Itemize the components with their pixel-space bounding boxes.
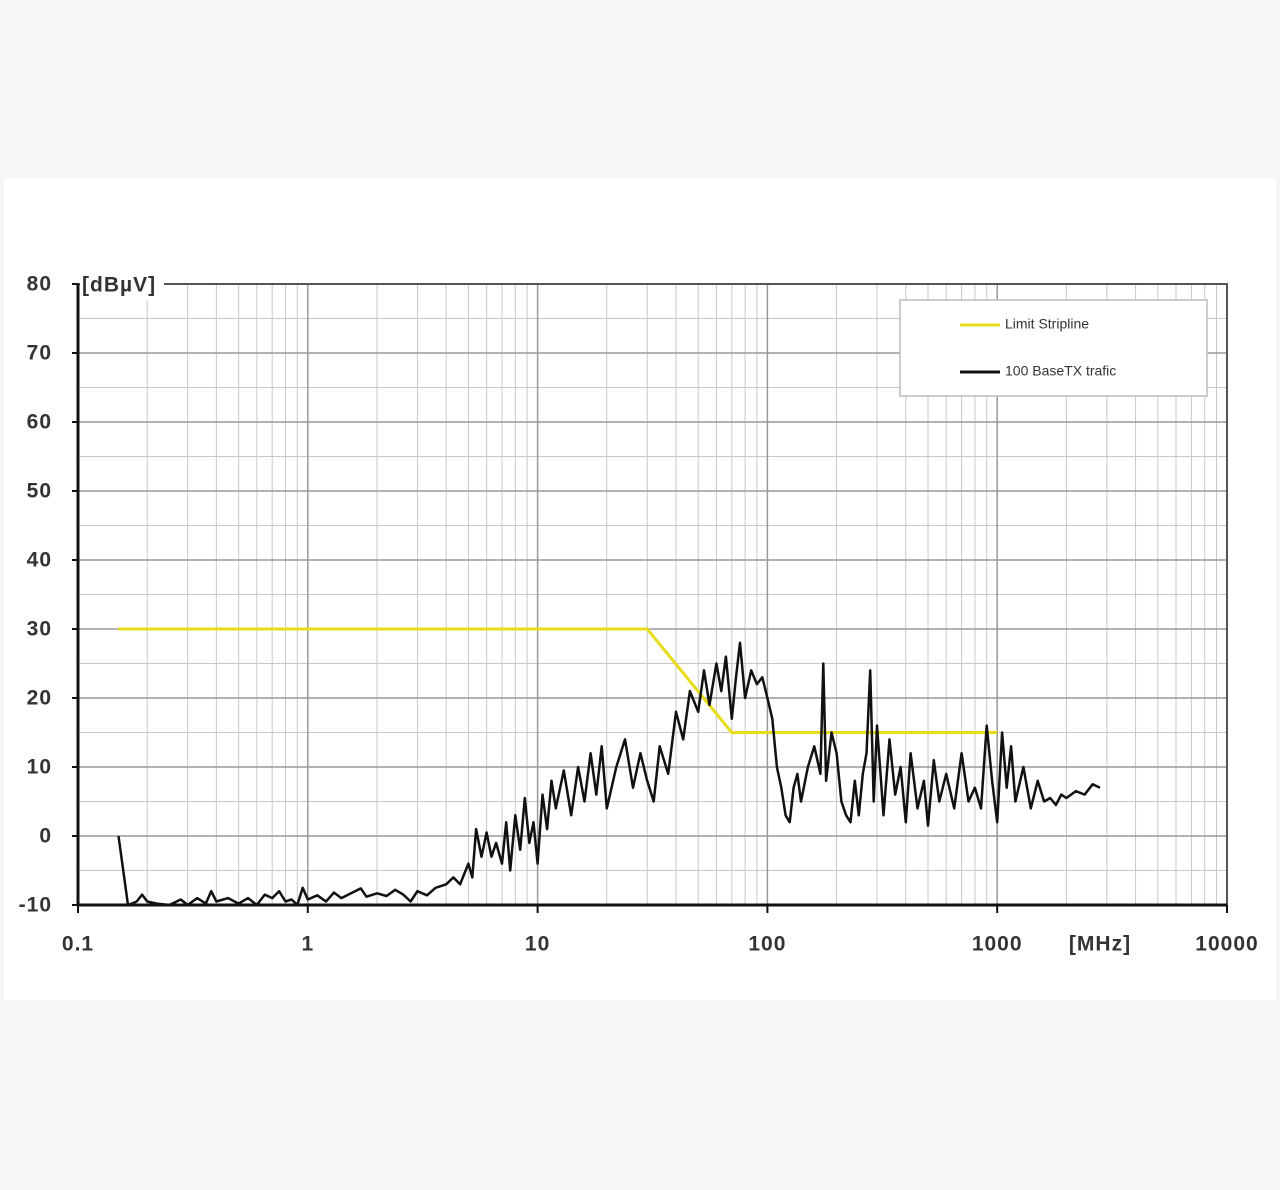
- y-label-bg: [80, 270, 164, 300]
- x-tick-label: 100: [748, 933, 786, 956]
- x-tick-label: 10000: [1195, 933, 1258, 956]
- data-line: [118, 627, 998, 734]
- grid: [77, 283, 1228, 906]
- y-tick-label: 60: [27, 411, 52, 434]
- y-tick-label: 80: [27, 273, 52, 296]
- x-axis-label: [MHz]: [1069, 933, 1131, 956]
- x-tick-label: 1000: [972, 933, 1023, 956]
- x-tick-label: 1: [301, 933, 314, 956]
- data-line: [117, 641, 1101, 907]
- x-tick-label: 10: [525, 933, 550, 956]
- legend-label: Limit Stripline: [1005, 316, 1089, 332]
- y-tick-label: 50: [27, 480, 52, 503]
- y-axis-label: [dBµV]: [82, 274, 156, 297]
- y-tick-label: 70: [27, 342, 52, 365]
- y-tick-label: 40: [27, 549, 52, 572]
- legend: [899, 299, 1208, 397]
- legend-label: 100 BaseTX trafic: [1005, 363, 1116, 379]
- y-tick-label: -10: [19, 894, 52, 917]
- y-tick-label: 10: [27, 756, 52, 779]
- y-tick-label: 20: [27, 687, 52, 710]
- lines: [117, 627, 1101, 907]
- legend-items: Limit Stripline 100 BaseTX trafic: [960, 316, 1116, 379]
- y-tick-label: 30: [27, 618, 52, 641]
- x-tick-label: 0.1: [62, 933, 94, 956]
- y-tick-label: 0: [39, 825, 52, 848]
